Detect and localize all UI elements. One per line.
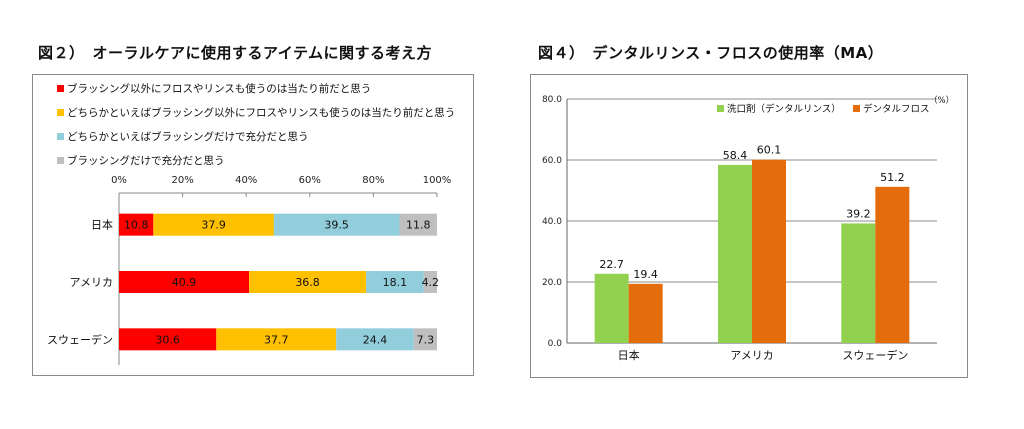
legend-swatch — [57, 109, 64, 116]
legend-label: どちらかといえばブラッシングだけで充分だと思う — [67, 131, 309, 143]
data-label: 58.4 — [723, 149, 748, 162]
category-label: スウェーデン — [47, 332, 113, 346]
bar — [841, 223, 876, 343]
stacked-bar-segment — [399, 213, 437, 236]
legend-item-4: ブラッシングだけで充分だと思う — [57, 153, 225, 168]
x-tick-label: 60% — [299, 175, 321, 186]
y-tick-label: 0.0 — [548, 339, 563, 349]
x-tick-label: 20% — [171, 175, 193, 186]
data-label: 51.2 — [880, 171, 905, 184]
x-tick-label: 100% — [423, 175, 452, 186]
data-label: 7.3 — [417, 333, 435, 346]
stacked-bar-chart-panel: ブラッシング以外にフロスやリンスも使うのは当たり前だと思う どちらかといえばブラッ… — [32, 74, 474, 376]
stacked-bar-segment — [119, 213, 154, 236]
data-label: 19.4 — [633, 268, 658, 281]
stacked-bar-segment — [153, 213, 274, 236]
y-tick-label: 80.0 — [542, 95, 562, 105]
data-label: 40.9 — [172, 276, 197, 289]
legend-item-2: どちらかといえばブラッシング以外にフロスやリンスも使うのは当たり前だと思う — [57, 105, 455, 120]
stacked-bar-segment — [413, 328, 437, 351]
stacked-bar-segment — [273, 213, 400, 236]
data-label: 11.8 — [406, 219, 431, 232]
stacked-bar-chart: 0% 20% 40% 60% 80% 100% 日本 10.8 37.9 39.5 11.8 アメリカ… — [47, 175, 452, 365]
data-label: 36.8 — [295, 276, 320, 289]
data-label: 22.7 — [599, 258, 624, 271]
y-tick-label: 60.0 — [542, 156, 562, 166]
left-chart-title: 図２） オーラルケアに使用するアイテムに関する考え方 — [38, 44, 433, 62]
x-tick-label: 80% — [362, 175, 384, 186]
data-label: 10.8 — [124, 219, 149, 232]
bar — [875, 186, 910, 343]
legend-item-1: ブラッシング以外にフロスやリンスも使うのは当たり前だと思う — [57, 81, 371, 96]
data-label: 18.1 — [383, 276, 408, 289]
data-label: 24.4 — [363, 333, 388, 346]
y-tick-label: 20.0 — [542, 278, 562, 288]
data-label: 30.6 — [155, 333, 180, 346]
right-chart-title: 図４） デンタルリンス・フロスの使用率（MA） — [538, 44, 884, 62]
legend-swatch — [853, 105, 860, 112]
grouped-bar-chart-panel: 0.0 20.0 40.0 60.0 80.0 洗口剤（デンタルリンス） デンタルフロス （%… — [530, 74, 968, 378]
category-label: 日本 — [618, 348, 640, 362]
bar — [752, 159, 786, 343]
data-label: 39.5 — [324, 219, 349, 232]
stacked-bar-segment — [336, 328, 414, 351]
data-label: 39.2 — [846, 207, 871, 220]
data-label: 37.9 — [201, 219, 226, 232]
stacked-bar-segment — [249, 271, 367, 293]
category-label: スウェーデン — [842, 348, 908, 362]
stacked-bar-segment — [423, 271, 437, 293]
legend-label: 洗口剤（デンタルリンス） — [727, 103, 841, 115]
x-tick-label: 40% — [235, 175, 257, 186]
data-label: 60.1 — [757, 144, 782, 157]
category-label: 日本 — [91, 218, 113, 232]
legend-label: どちらかといえばブラッシング以外にフロスやリンスも使うのは当たり前だと思う — [67, 107, 456, 119]
legend-item-3: どちらかといえばブラッシングだけで充分だと思う — [57, 129, 309, 144]
stacked-bar-segment — [366, 271, 424, 293]
category-label: アメリカ — [730, 349, 773, 362]
legend-label: ブラッシング以外にフロスやリンスも使うのは当たり前だと思う — [67, 83, 372, 95]
x-tick-label: 0% — [111, 175, 127, 186]
y-tick-label: 40.0 — [542, 217, 562, 227]
bar — [628, 283, 663, 343]
stacked-bar-segment — [119, 328, 217, 351]
grouped-bar-chart: 0.0 20.0 40.0 60.0 80.0 洗口剤（デンタルリンス） デンタルフロス（%… — [542, 95, 954, 362]
legend-label: デンタルフロス — [863, 103, 930, 115]
data-label: 37.7 — [264, 333, 289, 346]
legend-swatch — [57, 133, 64, 140]
stacked-bar-segment — [216, 328, 337, 351]
legend-swatch — [57, 85, 64, 92]
bar — [718, 164, 752, 343]
data-label: 4.2 — [422, 276, 440, 289]
bar — [594, 273, 629, 343]
legend-swatch — [717, 105, 724, 112]
legend-label: ブラッシングだけで充分だと思う — [67, 155, 225, 167]
stacked-bar-segment — [119, 271, 250, 293]
unit-label: （%） — [929, 95, 954, 106]
legend-swatch — [57, 157, 64, 164]
category-label: アメリカ — [70, 276, 113, 289]
